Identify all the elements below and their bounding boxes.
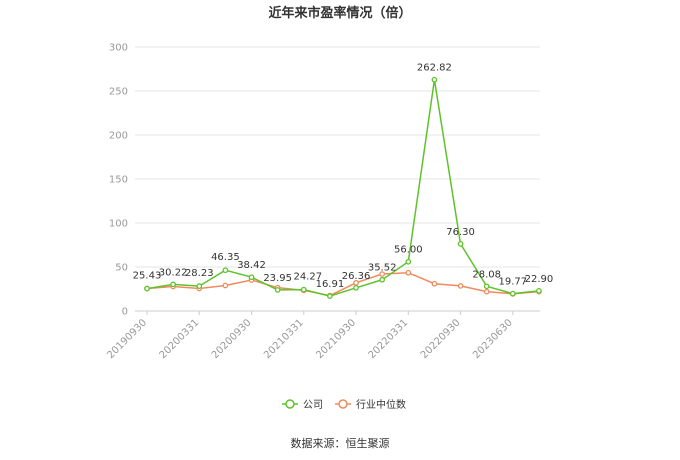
data-point xyxy=(379,271,386,277)
data-label: 35.52 xyxy=(368,263,397,274)
data-point xyxy=(170,281,176,288)
data-point xyxy=(248,274,255,281)
x-tick-label: 20220331 xyxy=(367,317,411,361)
x-tick-label: 20190930 xyxy=(105,317,149,361)
data-label: 24.27 xyxy=(293,272,322,283)
legend-marker xyxy=(338,399,348,409)
data-label: 38.42 xyxy=(237,260,266,271)
data-source: 数据来源：恒生聚源 xyxy=(291,436,390,450)
data-point xyxy=(379,276,386,283)
data-label: 56.00 xyxy=(394,245,423,256)
x-tick-label: 20220930 xyxy=(419,317,463,361)
y-tick-label: 250 xyxy=(109,87,128,98)
data-point xyxy=(483,288,490,295)
x-tick-label: 20210930 xyxy=(314,317,358,361)
legend-label: 行业中位数 xyxy=(356,398,406,411)
y-tick-label: 150 xyxy=(109,175,128,186)
y-axis-ticks: 0 50 100 150 200 250 300 xyxy=(109,43,128,318)
data-point xyxy=(457,283,464,289)
data-point xyxy=(457,241,464,247)
y-tick-label: 50 xyxy=(115,263,128,274)
legend-item: 行业中位数 xyxy=(335,398,406,411)
y-tick-label: 200 xyxy=(109,131,128,142)
data-label: 28.08 xyxy=(472,269,501,280)
legend-marker xyxy=(285,399,295,409)
y-tick-label: 0 xyxy=(122,307,128,318)
data-point xyxy=(431,280,438,287)
x-tick-label: 20200331 xyxy=(158,317,202,361)
data-point xyxy=(222,282,229,289)
data-point xyxy=(509,290,516,297)
data-point xyxy=(405,258,412,265)
x-tick-label: 20230630 xyxy=(471,317,515,361)
data-point xyxy=(431,76,438,83)
data-point xyxy=(144,285,150,292)
x-tick-label: 20210331 xyxy=(262,317,306,361)
data-point xyxy=(196,283,203,290)
series-line xyxy=(146,79,540,297)
data-label: 46.35 xyxy=(211,252,240,263)
series-line xyxy=(146,271,539,297)
series-group xyxy=(144,76,542,299)
data-label: 262.82 xyxy=(417,63,452,74)
data-label: 25.43 xyxy=(133,271,162,282)
data-point xyxy=(300,286,307,293)
data-label: 26.36 xyxy=(342,271,371,282)
data-point xyxy=(222,267,229,274)
x-axis-ticks: 20190930 20200331 20200930 20210331 20210930… xyxy=(105,311,515,361)
legend: 公司 行业中位数 xyxy=(282,398,406,411)
chart-title: 近年来市盈率情况（倍） xyxy=(268,5,411,21)
data-label: 22.90 xyxy=(525,274,554,285)
grid-lines xyxy=(135,46,540,312)
legend-label: 公司 xyxy=(303,400,323,411)
legend-item: 公司 xyxy=(282,399,323,411)
data-label: 16.91 xyxy=(316,279,345,290)
x-tick-label: 20200930 xyxy=(210,317,254,361)
y-tick-label: 300 xyxy=(109,43,128,54)
data-label: 23.95 xyxy=(263,273,292,284)
data-point xyxy=(274,287,281,293)
data-point xyxy=(405,269,412,276)
data-label: 19.77 xyxy=(498,277,527,288)
data-label: 76.30 xyxy=(446,227,475,238)
data-label: 30.22 xyxy=(159,267,188,278)
y-tick-label: 100 xyxy=(109,219,128,230)
data-point xyxy=(483,283,490,290)
data-point xyxy=(327,293,333,299)
data-point xyxy=(536,287,542,294)
data-point xyxy=(353,284,359,291)
data-label: 28.23 xyxy=(185,268,214,279)
